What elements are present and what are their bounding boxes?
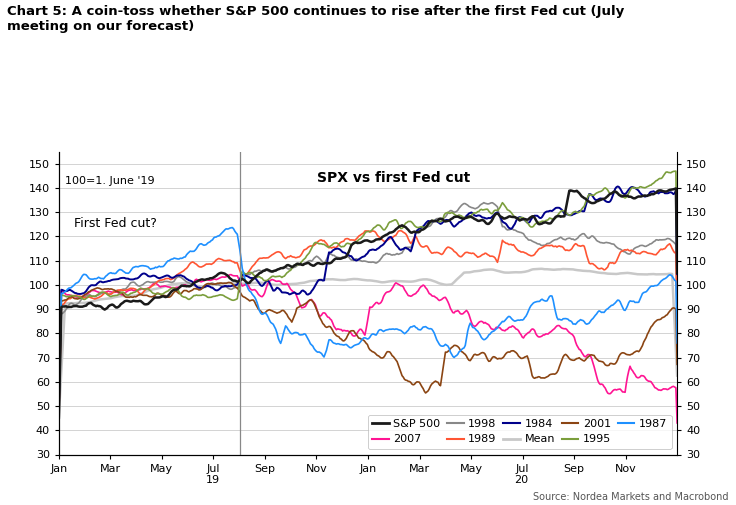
Text: Source: Nordea Markets and Macrobond: Source: Nordea Markets and Macrobond	[533, 492, 729, 502]
Text: 20: 20	[514, 475, 528, 485]
Text: SPX vs first Fed cut: SPX vs first Fed cut	[316, 171, 470, 185]
Text: 100=1. June '19: 100=1. June '19	[65, 176, 155, 186]
Legend: S&P 500, 2007, 1998, 1989, 1984, Mean, 2001, 1995, 1987: S&P 500, 2007, 1998, 1989, 1984, Mean, 2…	[368, 415, 671, 449]
Text: First Fed cut?: First Fed cut?	[74, 217, 157, 230]
Text: 19: 19	[206, 475, 220, 485]
Text: Chart 5: A coin-toss whether S&P 500 continues to rise after the first Fed cut (: Chart 5: A coin-toss whether S&P 500 con…	[7, 5, 625, 33]
